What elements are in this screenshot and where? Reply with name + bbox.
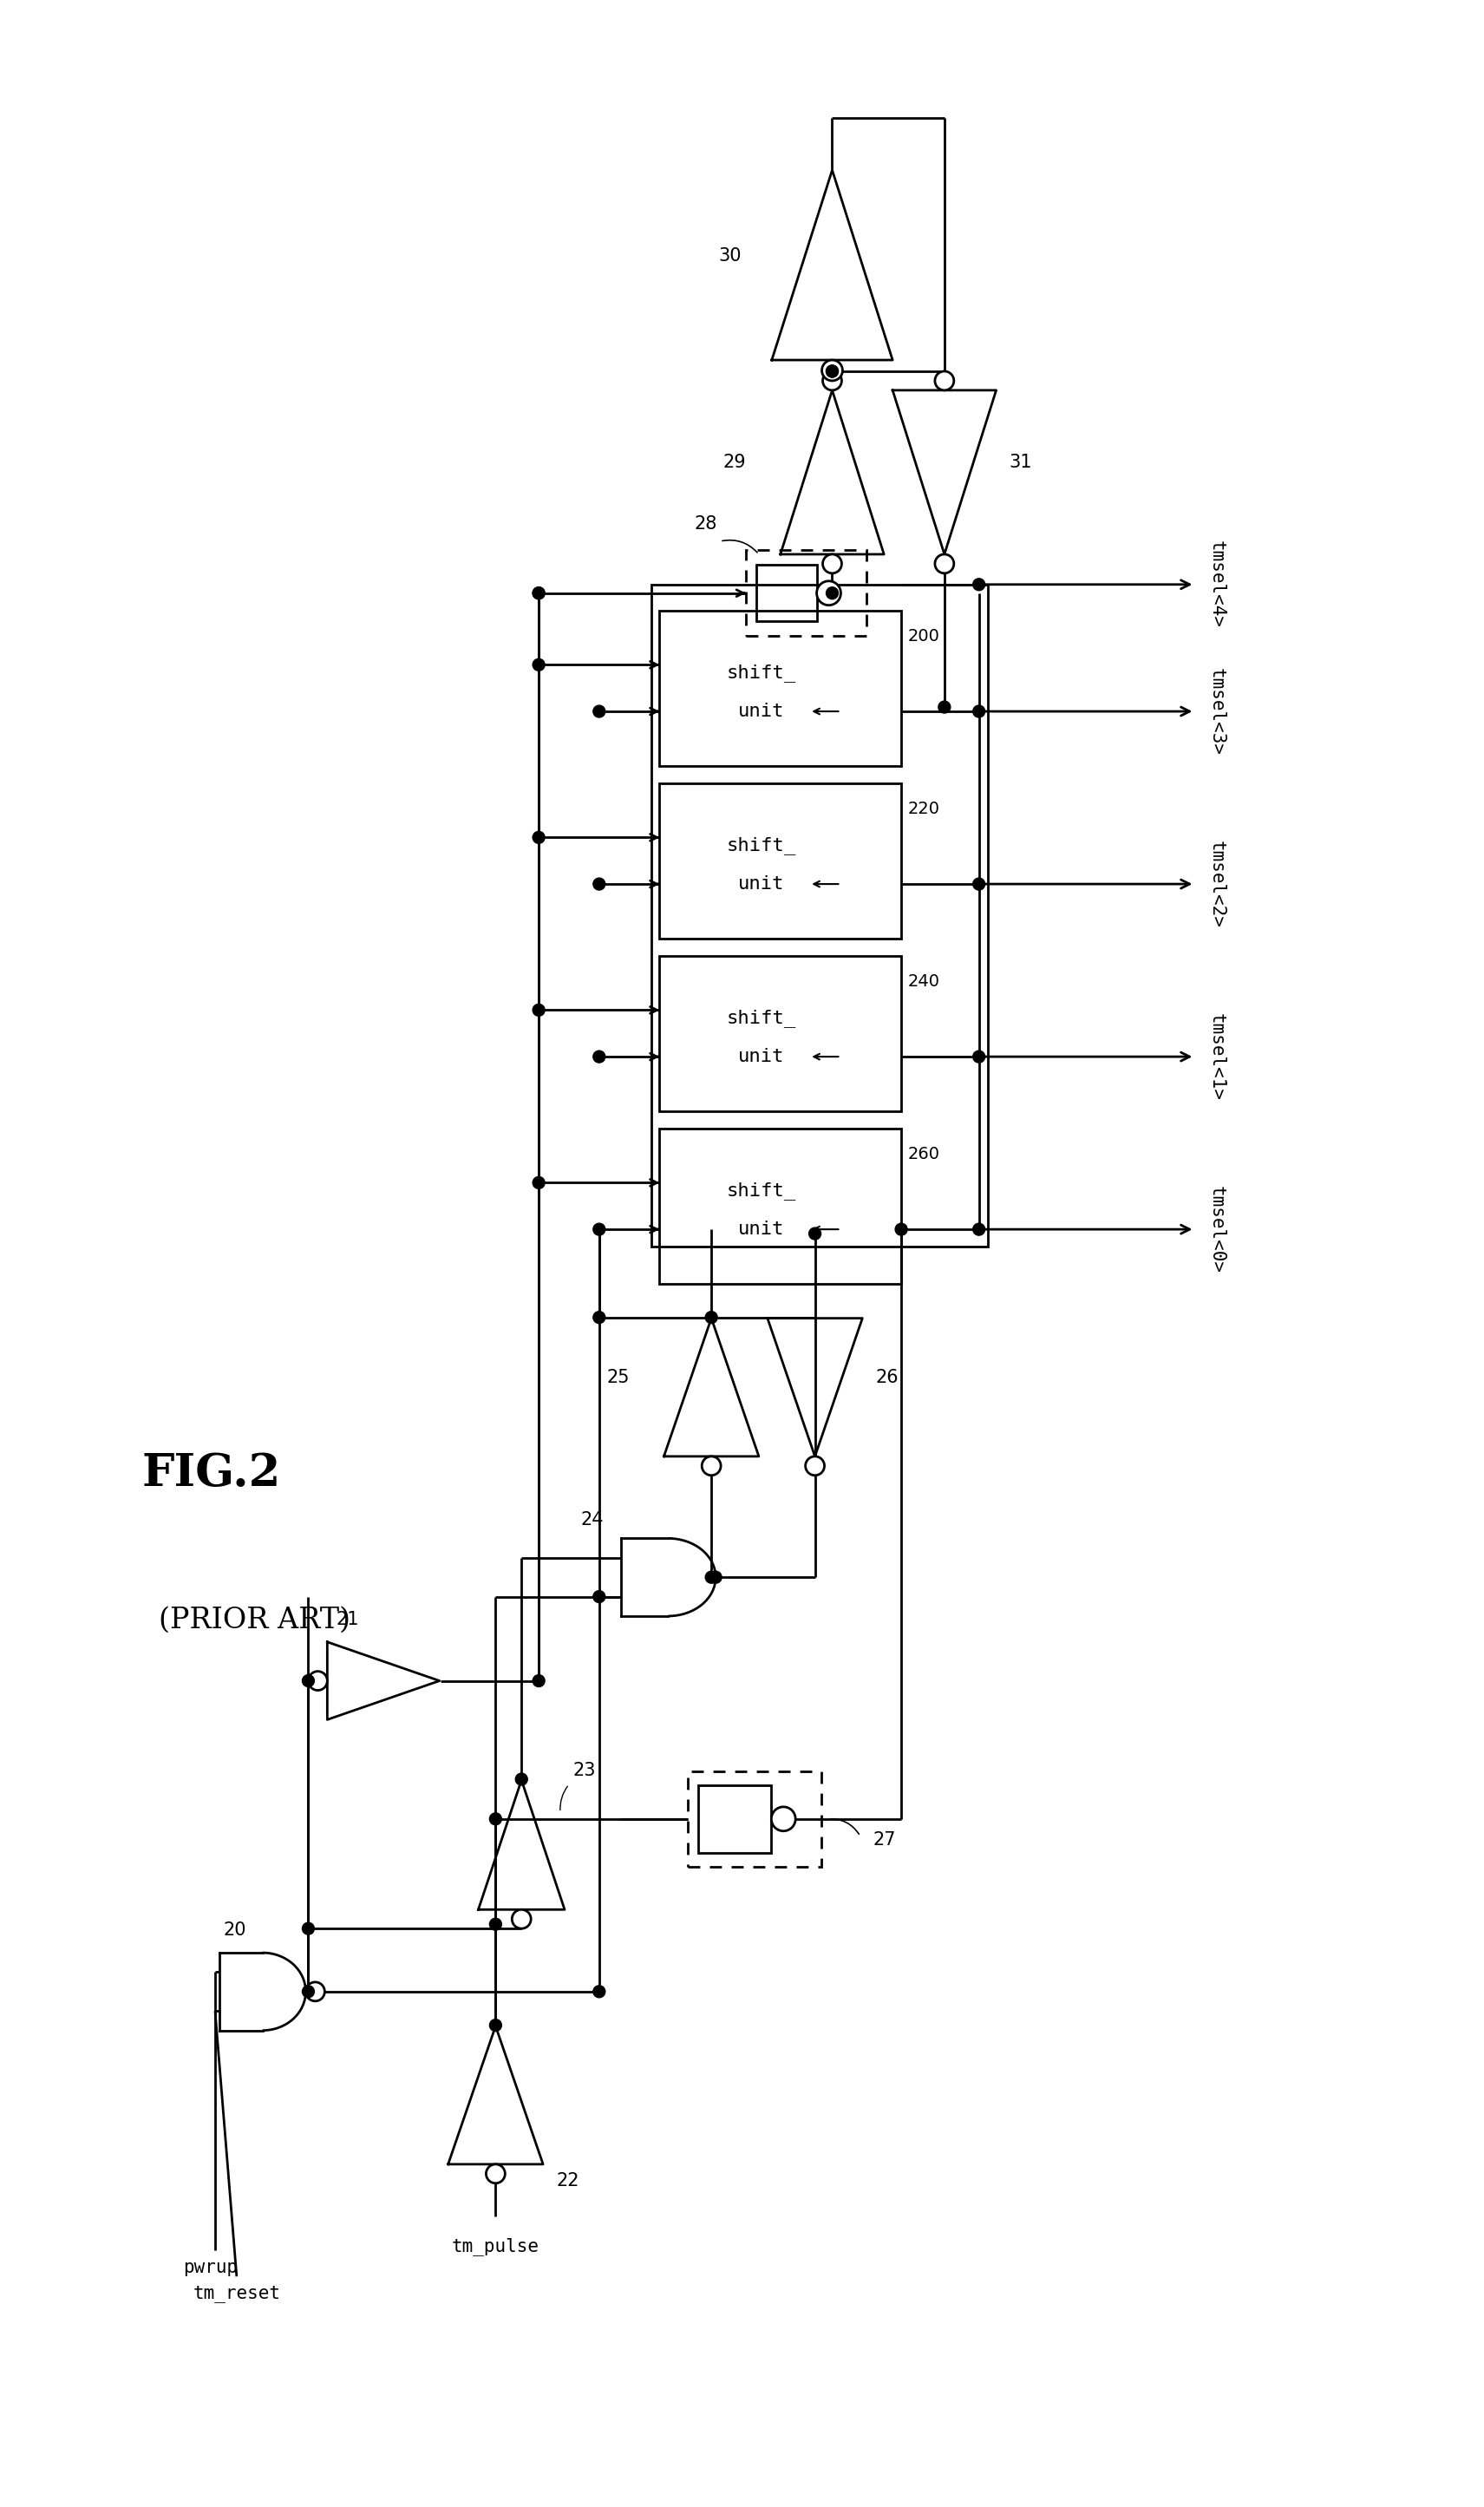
Text: unit: unit [738,875,784,892]
Circle shape [512,1910,531,1928]
Circle shape [594,1986,605,1998]
Circle shape [533,587,545,599]
Text: 31: 31 [1009,454,1031,471]
Circle shape [594,1311,605,1324]
Text: unit: unit [738,702,784,720]
Circle shape [306,1983,325,2001]
Circle shape [806,1457,825,1474]
Circle shape [515,1772,527,1785]
Text: 200: 200 [908,627,941,644]
Bar [659,1128,901,1284]
Text: tmsel<2>: tmsel<2> [1208,840,1224,928]
Bar [757,564,816,622]
Circle shape [594,1589,605,1602]
Circle shape [490,1813,502,1825]
Circle shape [827,366,838,376]
Text: 25: 25 [607,1369,629,1386]
Circle shape [974,704,985,717]
FancyArrowPatch shape [559,1787,567,1810]
Circle shape [533,832,545,842]
Text: 220: 220 [908,800,941,817]
Text: (PRIOR ART): (PRIOR ART) [159,1607,350,1635]
Circle shape [303,1923,315,1935]
Circle shape [895,1223,907,1236]
Text: 23: 23 [573,1762,597,1780]
Circle shape [974,1223,985,1236]
Text: tmsel<0>: tmsel<0> [1208,1186,1224,1274]
Circle shape [827,366,838,376]
Circle shape [822,554,841,574]
Text: tmsel<3>: tmsel<3> [1208,667,1224,755]
Circle shape [702,1457,721,1474]
Circle shape [594,1050,605,1063]
Text: 29: 29 [723,454,746,471]
Bar [659,782,901,938]
FancyArrowPatch shape [831,1820,859,1835]
FancyArrowPatch shape [723,539,757,552]
Text: unit: unit [738,1048,784,1065]
Circle shape [974,877,985,890]
Circle shape [709,1572,721,1584]
Text: 30: 30 [718,246,742,263]
Text: 240: 240 [908,973,941,990]
Circle shape [594,1223,605,1236]
Text: 28: 28 [695,516,717,531]
Text: shift_: shift_ [726,1008,795,1028]
Circle shape [772,1808,795,1830]
Circle shape [309,1672,328,1690]
Circle shape [822,371,841,391]
Circle shape [974,579,985,592]
Circle shape [490,2018,502,2031]
Text: 21: 21 [335,1612,359,1627]
Bar [659,955,901,1111]
Text: FIG.2: FIG.2 [141,1452,280,1497]
Text: shift_: shift_ [726,837,795,855]
Text: shift_: shift_ [726,1181,795,1198]
Circle shape [533,1003,545,1015]
Circle shape [533,1675,545,1687]
Bar [651,584,987,1246]
Text: unit: unit [738,1221,784,1238]
Circle shape [533,659,545,672]
Circle shape [822,361,843,381]
Circle shape [303,1675,315,1687]
Text: 24: 24 [580,1512,604,1529]
Text: 26: 26 [876,1369,898,1386]
Circle shape [935,554,954,574]
Circle shape [809,1228,821,1238]
Bar [697,1785,772,1853]
Circle shape [827,587,838,599]
Text: pwrup: pwrup [184,2259,237,2276]
Circle shape [303,1986,315,1998]
Circle shape [816,582,841,604]
Circle shape [974,1050,985,1063]
Text: 27: 27 [873,1830,896,1848]
Circle shape [938,702,950,712]
Circle shape [490,1918,502,1930]
Circle shape [533,1176,545,1188]
Bar [687,1772,822,1865]
Text: tmsel<4>: tmsel<4> [1208,542,1224,629]
Text: tmsel<1>: tmsel<1> [1208,1013,1224,1101]
Circle shape [594,877,605,890]
Circle shape [705,1311,717,1324]
Text: 260: 260 [908,1146,941,1163]
Circle shape [705,1572,717,1584]
Circle shape [487,2164,505,2184]
Bar [659,609,901,765]
Text: 20: 20 [224,1920,246,1938]
Circle shape [935,371,954,391]
Circle shape [533,587,545,599]
Text: shift_: shift_ [726,664,795,682]
Text: 22: 22 [556,2171,579,2189]
Bar [746,549,867,637]
Text: tm_pulse: tm_pulse [451,2239,539,2256]
Text: tm_reset: tm_reset [193,2284,280,2301]
Circle shape [594,704,605,717]
